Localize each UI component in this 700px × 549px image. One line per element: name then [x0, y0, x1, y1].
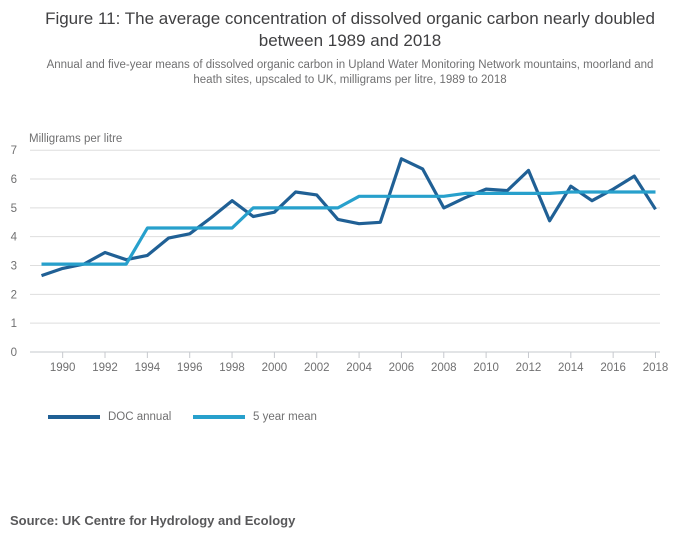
x-tick-label-2018: 2018 — [643, 362, 669, 374]
series-line-5-year-mean — [41, 190, 656, 266]
y-tick-label-6: 6 — [11, 174, 17, 186]
x-tick-label-2008: 2008 — [431, 362, 457, 374]
x-tick-label-2016: 2016 — [600, 362, 626, 374]
y-tick-label-5: 5 — [11, 203, 17, 215]
x-tick-label-2002: 2002 — [304, 362, 330, 374]
x-tick-label-1994: 1994 — [135, 362, 161, 374]
x-tick-label-1996: 1996 — [177, 362, 203, 374]
y-tick-label-3: 3 — [11, 261, 17, 273]
doc-annual-line-swatch — [48, 415, 100, 419]
five-year-mean-line-swatch — [193, 415, 245, 419]
x-tick-label-2006: 2006 — [389, 362, 415, 374]
y-axis-unit-label: Milligrams per litre — [29, 133, 123, 145]
x-tick-label-2004: 2004 — [346, 362, 372, 374]
y-tick-label-0: 0 — [11, 347, 17, 359]
figure-title: Figure 11: The average concentration of … — [45, 9, 655, 50]
legend-item-doc-annual: DOC annual — [48, 409, 171, 425]
y-tick-label-4: 4 — [11, 232, 18, 244]
chart-legend: DOC annual 5 year mean — [0, 409, 700, 427]
source-note: Source: UK Centre for Hydrology and Ecol… — [10, 513, 296, 528]
y-tick-label-7: 7 — [11, 145, 17, 157]
x-tick-label-1990: 1990 — [50, 362, 76, 374]
legend-label-5-year-mean: 5 year mean — [253, 411, 317, 423]
figure-subtitle: Annual and five-year means of dissolved … — [46, 59, 654, 86]
legend-item-5-year-mean: 5 year mean — [193, 409, 317, 425]
legend-label-doc-annual: DOC annual — [108, 411, 172, 423]
doc-line-chart: 0 1 2 3 4 5 6 7 1990 1992 1994 1996 1998 2000 2002 2004… — [11, 145, 669, 374]
x-tick-label-2010: 2010 — [473, 362, 499, 374]
x-tick-label-2014: 2014 — [558, 362, 584, 374]
y-tick-label-2: 2 — [11, 289, 17, 301]
x-tick-label-1992: 1992 — [92, 362, 118, 374]
series-line-doc-annual — [40, 157, 657, 278]
x-tick-label-2012: 2012 — [516, 362, 542, 374]
y-tick-label-1: 1 — [11, 318, 17, 330]
x-tick-label-1998: 1998 — [219, 362, 245, 374]
x-tick-label-2000: 2000 — [262, 362, 288, 374]
